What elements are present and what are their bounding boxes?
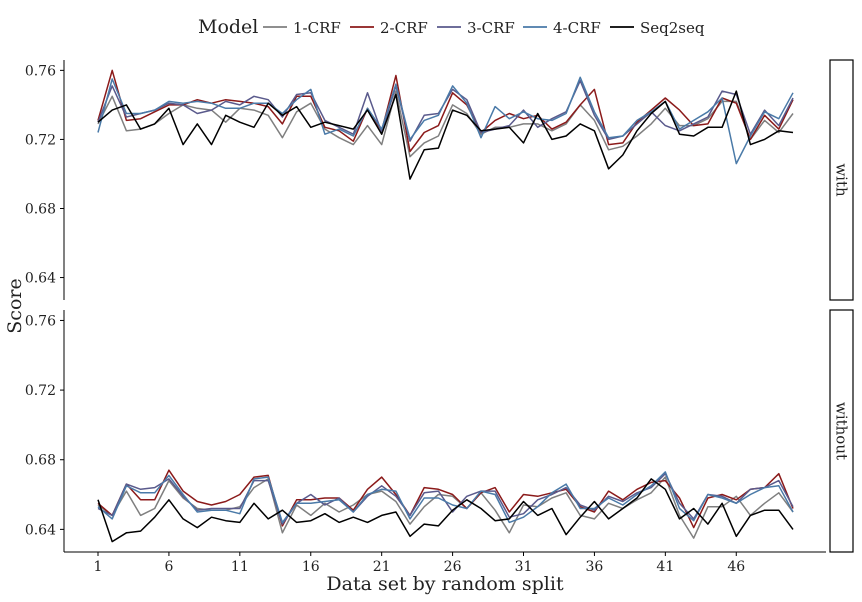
x-tick-label: 6	[164, 559, 173, 575]
legend-label-4-crf: 4-CRF	[553, 19, 601, 37]
panel-without: 0.64 0.68 0.72 0.76 without	[25, 309, 854, 553]
x-tick-label: 31	[515, 559, 533, 575]
legend-label-3-crf: 3-CRF	[467, 19, 515, 37]
legend-title: Model	[198, 16, 258, 38]
series-line-4-crf-without	[97, 471, 794, 524]
x-tick-label: 1	[94, 559, 103, 575]
x-tick-label: 36	[586, 559, 604, 575]
y-tick-label: 0.68	[25, 453, 56, 469]
facet-strip-label-without: without	[833, 402, 851, 460]
x-tick-label: 26	[444, 559, 462, 575]
series-line-4-crf-with	[97, 76, 794, 165]
y-tick-label: 0.64	[25, 522, 56, 538]
y-tick-label: 0.72	[25, 132, 56, 148]
legend-label-seq2seq: Seq2seq	[640, 19, 705, 37]
y-tick-label: 0.76	[25, 313, 56, 329]
facet-strip-with	[829, 59, 854, 301]
x-tick-label: 21	[373, 559, 391, 575]
panel-with: 0.64 0.68 0.72 0.76 with	[25, 59, 854, 301]
series-line-1-crf-without	[97, 476, 794, 539]
y-tick-label: 0.64	[25, 271, 56, 287]
x-tick-label: 16	[302, 559, 320, 575]
x-tick-label: 41	[656, 559, 674, 575]
facet-strip-without	[829, 309, 854, 553]
legend: Model 1-CRF 2-CRF 3-CRF 4-CRF Seq2seq	[198, 16, 705, 38]
x-axis: 1 6 11 16 21 26 31 36 41 46	[94, 552, 745, 575]
legend-label-1-crf: 1-CRF	[293, 19, 341, 37]
series-line-2-crf-with	[97, 69, 794, 153]
series-line-seq2seq-with	[97, 90, 794, 180]
y-axis-title: Score	[4, 278, 26, 333]
x-axis-title: Data set by random split	[326, 573, 564, 595]
series-line-1-crf-with	[97, 90, 794, 158]
x-tick-label: 11	[231, 559, 249, 575]
y-tick-label: 0.76	[25, 63, 56, 79]
series-line-seq2seq-without	[97, 478, 794, 543]
series-line-2-crf-without	[97, 469, 794, 529]
y-tick-label: 0.72	[25, 383, 56, 399]
facet-strip-label-with: with	[833, 163, 851, 197]
y-tick-label: 0.68	[25, 201, 56, 217]
x-tick-label: 46	[727, 559, 745, 575]
legend-label-2-crf: 2-CRF	[380, 19, 428, 37]
panels: 0.64 0.68 0.72 0.76 with 0.64 0.68 0.72 0.76 with…	[25, 59, 854, 553]
